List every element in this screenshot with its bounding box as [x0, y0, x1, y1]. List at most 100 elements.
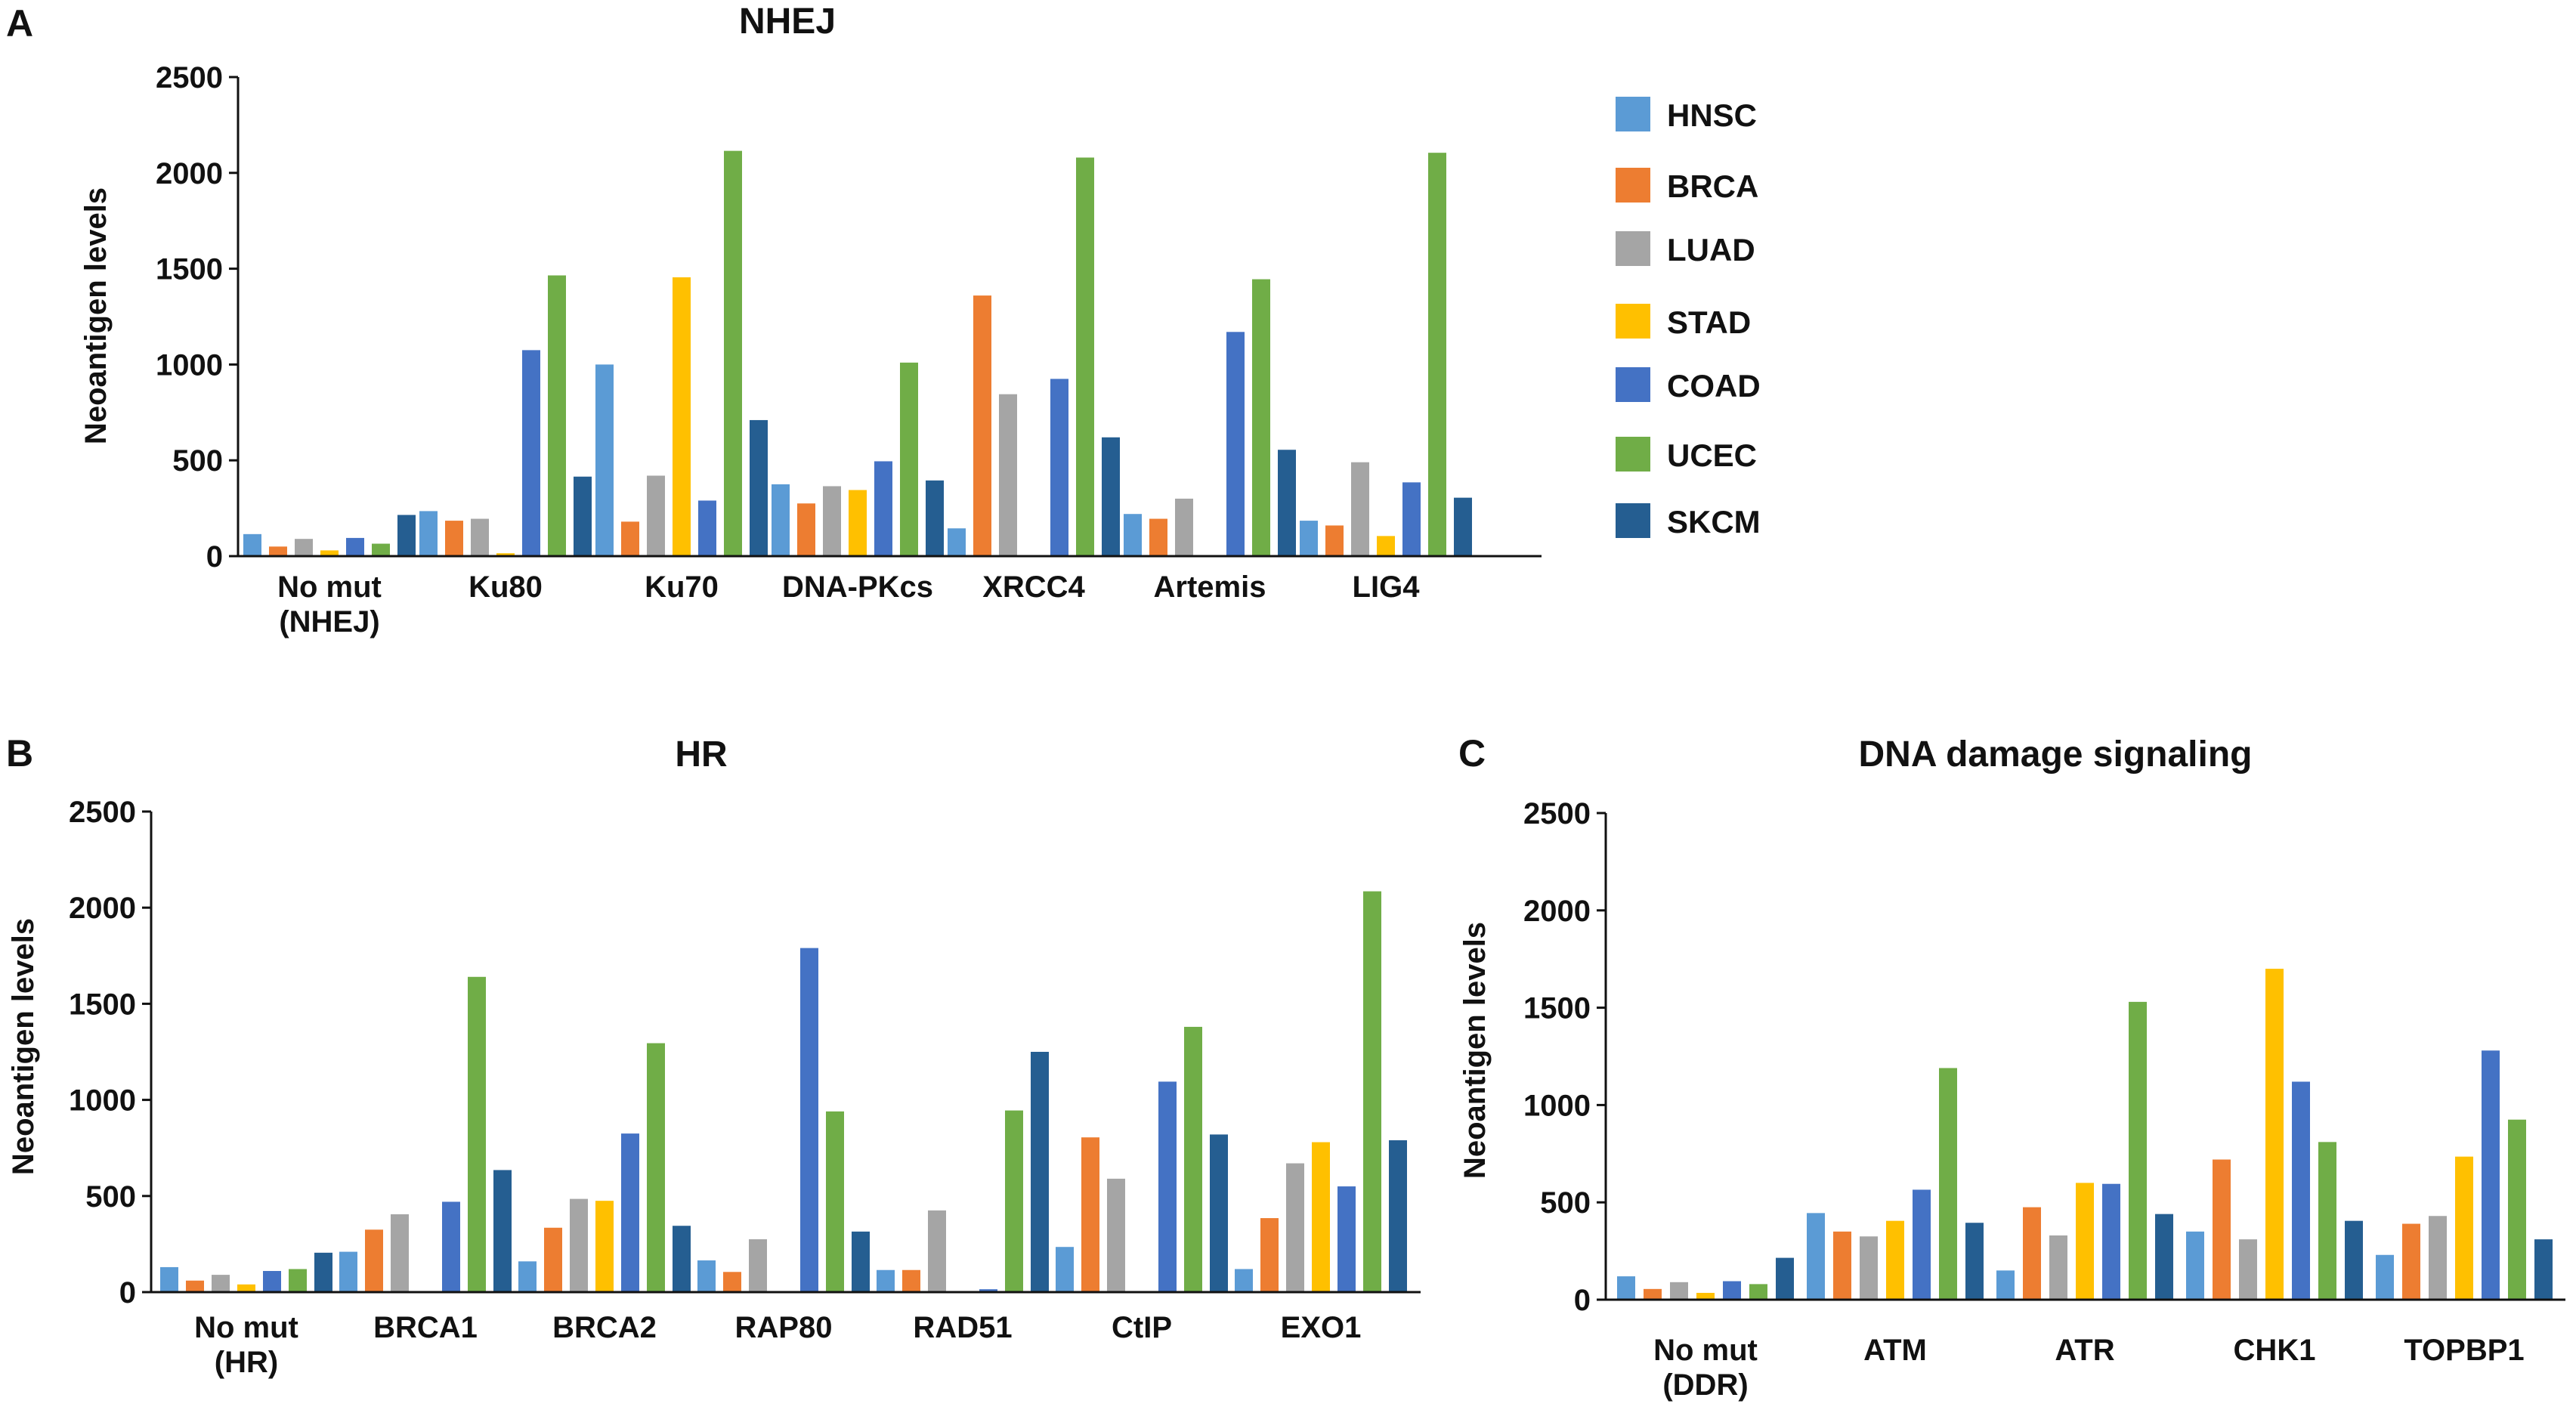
y-axis-title-c: Neoantigen levels — [1458, 922, 1492, 1179]
panel-b-category-label-brca2: BRCA2 — [552, 1311, 657, 1344]
panel-b-category-label-no-mut-hr: No mut — [194, 1311, 298, 1344]
panel-a-bar-ku70-skcm — [750, 419, 768, 556]
panel-b-bar-brca2-hnsc — [518, 1261, 537, 1292]
panel-a-bar-lig4-ucec — [1428, 153, 1446, 556]
panel-a-ytick-label-1000: 1000 — [156, 348, 223, 382]
panel-b-bar-brca1-hnsc — [339, 1251, 357, 1292]
panel-a-ytick-label-500: 500 — [172, 444, 223, 478]
category-labels-b: No mut(HR) BRCA1 BRCA2 RAP80 RAD51 CtIP EXO1 — [194, 1311, 1361, 1379]
panel-b-bar-rap80-luad — [749, 1239, 767, 1292]
panel-c-category-label-chk1: CHK1 — [2234, 1334, 2316, 1367]
panel-b-bar-rap80-skcm — [852, 1231, 870, 1292]
panel-c-bar-topbp1-brca — [2402, 1223, 2420, 1300]
panel-c-bar-no-mut-ddr-skcm — [1776, 1257, 1794, 1300]
panel-b-bar-ctip-luad — [1107, 1178, 1125, 1292]
panel-c-category-label-atr: ATR — [2055, 1334, 2114, 1367]
panel-a-category-label-lig4: LIG4 — [1353, 570, 1421, 604]
panel-a-ytick-label-2000: 2000 — [156, 157, 223, 190]
panel-a-bar-artemis-ucec — [1252, 279, 1270, 556]
panel-a-bar-xrcc4-skcm — [1102, 437, 1120, 556]
panel-a-bar-no-mut-nhej-ucec — [372, 543, 390, 556]
panel-a-bar-ku70-coad — [698, 500, 716, 556]
panel-a-bar-ku70-hnsc — [595, 364, 614, 556]
panel-letter-b: B — [6, 732, 33, 775]
panel-a-bar-ku80-brca — [445, 521, 463, 556]
panel-a-bar-ku80-coad — [522, 350, 540, 556]
panel-a-category-label-no-mut-nhej-line2: (NHEJ) — [279, 605, 379, 639]
panel-b-bar-rap80-coad — [800, 948, 818, 1292]
panel-b-bar-brca2-luad — [570, 1198, 588, 1292]
panel-a-bar-ku80-ucec — [548, 275, 566, 556]
panel-b-bar-no-mut-hr-luad — [212, 1275, 230, 1292]
category-labels-a: No mut(NHEJ) Ku80 Ku70 DNA-PKcs XRCC4 Artemis… — [277, 570, 1420, 639]
panel-b-ytick-label-1500: 1500 — [69, 988, 136, 1021]
panel-a-bar-ku70-stad — [673, 277, 691, 556]
panel-c-ytick-label-1500: 1500 — [1523, 992, 1591, 1025]
panel-a-category-label-artemis: Artemis — [1154, 570, 1266, 604]
panel-c-bar-atr-ucec — [2129, 1001, 2147, 1300]
panel-b-bar-no-mut-hr-skcm — [314, 1252, 332, 1292]
panel-b-bar-brca2-coad — [621, 1133, 639, 1292]
panel-c-ytick-label-2000: 2000 — [1523, 895, 1591, 928]
panel-b-ytick-label-2000: 2000 — [69, 892, 136, 925]
panel-c-bar-atm-coad — [1913, 1189, 1931, 1300]
panel-c-bar-no-mut-ddr-coad — [1723, 1281, 1741, 1300]
panel-b-category-label-ctip: CtIP — [1112, 1311, 1172, 1344]
category-labels-c: No mut(DDR) ATM ATR CHK1 TOPBP1 — [1653, 1334, 2525, 1402]
panel-b-bar-rad51-coad — [979, 1289, 997, 1292]
panel-c-bar-atr-stad — [2076, 1183, 2094, 1300]
panel-c-bar-chk1-brca — [2213, 1159, 2231, 1300]
chart-title-ddr: DNA damage signaling — [1859, 734, 2253, 775]
panel-b-bar-ctip-hnsc — [1056, 1247, 1074, 1292]
panel-b-bar-exo1-brca — [1260, 1218, 1279, 1292]
panel-a-bar-dna-pkcs-hnsc — [772, 484, 790, 556]
bars-c — [1617, 969, 2553, 1300]
panel-a-bar-dna-pkcs-skcm — [926, 480, 944, 556]
panel-a-bar-ku70-ucec — [724, 150, 742, 557]
panel-b-bar-rad51-hnsc — [877, 1269, 895, 1292]
panel-a-bar-lig4-hnsc — [1300, 521, 1318, 556]
panel-b-bar-ctip-ucec — [1184, 1026, 1202, 1292]
panel-a-bar-lig4-skcm — [1454, 497, 1472, 556]
legend-label-ucec: UCEC — [1667, 438, 1757, 473]
legend-swatch-coad — [1616, 367, 1650, 402]
panel-b-bar-ctip-skcm — [1210, 1134, 1228, 1292]
panel-c-bar-atr-luad — [2049, 1235, 2067, 1300]
panel-b-bar-exo1-ucec — [1363, 891, 1381, 1292]
panel-b-bar-rad51-luad — [928, 1210, 946, 1292]
panel-b-bar-brca1-brca — [365, 1229, 383, 1292]
panel-b-bar-exo1-stad — [1312, 1142, 1330, 1292]
panel-a-bar-no-mut-nhej-hnsc — [243, 533, 261, 556]
legend-swatch-hnsc — [1616, 97, 1650, 131]
panel-b-bar-exo1-luad — [1286, 1163, 1304, 1292]
panel-b-bar-ctip-coad — [1158, 1081, 1177, 1292]
panel-a-bar-xrcc4-brca — [973, 295, 991, 556]
panel-a-category-label-dna-pkcs: DNA-PKcs — [782, 570, 933, 604]
panel-c-ytick-label-0: 0 — [1574, 1284, 1591, 1317]
panel-a-bar-no-mut-nhej-skcm — [397, 515, 416, 556]
panel-a-bar-dna-pkcs-luad — [823, 486, 841, 556]
panel-b-bar-brca1-ucec — [468, 976, 486, 1292]
panel-b-bar-ctip-brca — [1081, 1137, 1099, 1292]
y-ticks-b: 0 500 1000 1500 2000 2500 — [69, 796, 151, 1310]
panel-a-ytick-label-2500: 2500 — [156, 61, 223, 94]
panel-c-bar-atr-coad — [2102, 1183, 2120, 1300]
panel-c-bar-atm-stad — [1886, 1220, 1904, 1300]
panel-b-bar-brca2-ucec — [647, 1043, 665, 1292]
panel-c-category-label-atm: ATM — [1863, 1334, 1927, 1367]
panel-b-ytick-label-2500: 2500 — [69, 796, 136, 829]
panel-b-category-label-exo1: EXO1 — [1281, 1311, 1362, 1344]
panel-a-bar-ku70-brca — [621, 521, 639, 556]
panel-b-bar-no-mut-hr-brca — [186, 1280, 204, 1292]
panel-c-bar-atm-brca — [1833, 1231, 1851, 1300]
panel-a-bar-lig4-brca — [1325, 525, 1344, 556]
panel-c-category-label-no-mut-ddr-line2: (DDR) — [1662, 1368, 1748, 1402]
panel-c-bar-atr-skcm — [2155, 1214, 2173, 1300]
panel-a-category-label-no-mut-nhej: No mut — [277, 570, 382, 604]
panel-b-category-label-rap80: RAP80 — [735, 1311, 833, 1344]
panel-a-category-label-ku70: Ku70 — [645, 570, 719, 604]
panel-a-bar-artemis-skcm — [1278, 450, 1296, 556]
panel-b-bar-rap80-hnsc — [697, 1260, 716, 1292]
panel-b-category-label-no-mut-hr-line2: (HR) — [215, 1346, 278, 1379]
panel-a-bar-dna-pkcs-stad — [849, 490, 867, 556]
